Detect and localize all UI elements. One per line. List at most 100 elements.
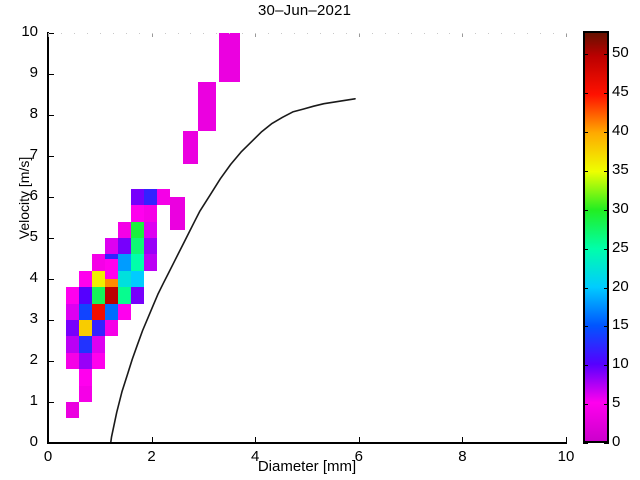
y-tick bbox=[48, 197, 54, 198]
histogram-cell bbox=[130, 188, 144, 206]
x-tick-label: 10 bbox=[557, 448, 575, 465]
y-tick bbox=[48, 33, 54, 34]
histogram-cell bbox=[66, 320, 80, 337]
colorbar-tick bbox=[583, 170, 588, 172]
top-border-dot bbox=[345, 33, 347, 34]
y-tick bbox=[48, 320, 54, 321]
top-border-dot bbox=[307, 33, 308, 34]
y-tick bbox=[48, 74, 54, 75]
colorbar-tick-label: 35 bbox=[612, 160, 629, 178]
histogram-cell bbox=[143, 254, 157, 271]
top-border-dot bbox=[86, 33, 88, 34]
y-tick bbox=[48, 443, 54, 444]
x-tick-top bbox=[151, 33, 153, 37]
top-border-dot bbox=[488, 33, 490, 34]
histogram-cell bbox=[218, 33, 240, 83]
colorbar-tick-label: 15 bbox=[612, 316, 629, 334]
histogram-cell bbox=[169, 197, 186, 230]
x-tick-top bbox=[462, 33, 464, 37]
histogram-cell bbox=[66, 303, 80, 320]
x-tick-top bbox=[255, 33, 257, 37]
histogram-cell bbox=[66, 336, 80, 353]
top-border-dot bbox=[229, 33, 231, 34]
y-tick-label: 4 bbox=[29, 269, 38, 286]
x-tick bbox=[358, 437, 360, 443]
terminal-velocity-curve bbox=[109, 97, 356, 443]
histogram-cell bbox=[130, 287, 144, 304]
histogram-cell bbox=[117, 287, 131, 304]
top-border-dot bbox=[138, 33, 140, 34]
histogram-cell bbox=[117, 270, 131, 288]
histogram-cell bbox=[104, 258, 118, 279]
colorbar bbox=[583, 31, 609, 443]
top-border-dot bbox=[112, 33, 114, 34]
top-border-dot bbox=[553, 33, 555, 34]
top-border-dot bbox=[462, 33, 464, 34]
x-tick-top bbox=[48, 33, 49, 37]
histogram-cell bbox=[143, 205, 157, 222]
histogram-cell bbox=[92, 352, 105, 370]
top-border-dot bbox=[242, 33, 244, 34]
y-tick-label: 10 bbox=[21, 23, 38, 40]
colorbar-tick bbox=[583, 209, 588, 211]
top-border-dot bbox=[475, 33, 477, 34]
histogram-cell bbox=[79, 336, 93, 353]
histogram-cell bbox=[117, 238, 131, 255]
top-border-dot bbox=[358, 33, 360, 34]
top-border-dot bbox=[281, 33, 283, 34]
colorbar-tick-right bbox=[604, 132, 609, 134]
top-border-dot bbox=[501, 33, 503, 34]
histogram-cell bbox=[66, 402, 80, 419]
colorbar-tick-right bbox=[604, 248, 609, 250]
top-border-dot bbox=[449, 33, 451, 34]
colorbar-tick-label: 5 bbox=[612, 394, 621, 412]
x-tick-label: 0 bbox=[43, 448, 53, 465]
top-border-dot bbox=[190, 33, 192, 34]
histogram-cell bbox=[104, 303, 118, 320]
colorbar-tick-right bbox=[604, 170, 609, 172]
x-tick-label: 4 bbox=[251, 448, 260, 465]
plot-area bbox=[48, 33, 566, 443]
colorbar-tick bbox=[583, 132, 588, 134]
colorbar-tick-label: 0 bbox=[612, 433, 621, 450]
y-tick-label: 3 bbox=[29, 310, 38, 327]
x-axis-label: Diameter [mm] bbox=[257, 458, 357, 475]
x-tick-label: 8 bbox=[458, 448, 467, 465]
histogram-cell bbox=[92, 320, 105, 337]
x-tick bbox=[566, 437, 567, 443]
top-border-dot bbox=[216, 33, 218, 34]
colorbar-tick bbox=[583, 54, 588, 56]
y-tick-label: 6 bbox=[29, 187, 38, 204]
x-tick bbox=[151, 437, 153, 443]
histogram-cell bbox=[79, 287, 93, 304]
colorbar-tick bbox=[583, 404, 588, 406]
histogram-cell bbox=[130, 254, 144, 271]
colorbar-tick-right bbox=[604, 54, 609, 56]
histogram-cell bbox=[66, 352, 80, 370]
x-tick bbox=[255, 437, 257, 443]
histogram-cell bbox=[79, 270, 93, 288]
x-tick-top bbox=[566, 33, 567, 37]
x-tick-label: 2 bbox=[147, 448, 156, 465]
x-tick-label: 6 bbox=[354, 448, 363, 465]
colorbar-tick bbox=[583, 365, 588, 367]
histogram-cell bbox=[182, 131, 199, 165]
histogram-cell bbox=[117, 303, 131, 320]
top-border-dot bbox=[60, 33, 62, 34]
y-tick bbox=[48, 115, 54, 116]
top-border-dot bbox=[397, 33, 399, 34]
histogram-cell bbox=[92, 303, 105, 320]
top-border-dot bbox=[125, 33, 127, 34]
top-border-dot bbox=[73, 33, 75, 34]
histogram-cell bbox=[66, 287, 80, 304]
colorbar-tick-label: 30 bbox=[612, 199, 629, 217]
histogram-cell bbox=[104, 238, 118, 255]
top-border-dot bbox=[319, 33, 321, 34]
histogram-cell bbox=[130, 221, 144, 238]
y-tick bbox=[48, 156, 54, 157]
y-tick bbox=[48, 279, 54, 280]
histogram-cell bbox=[92, 287, 105, 304]
histogram-cell bbox=[92, 270, 105, 288]
top-border-dot bbox=[514, 33, 516, 34]
